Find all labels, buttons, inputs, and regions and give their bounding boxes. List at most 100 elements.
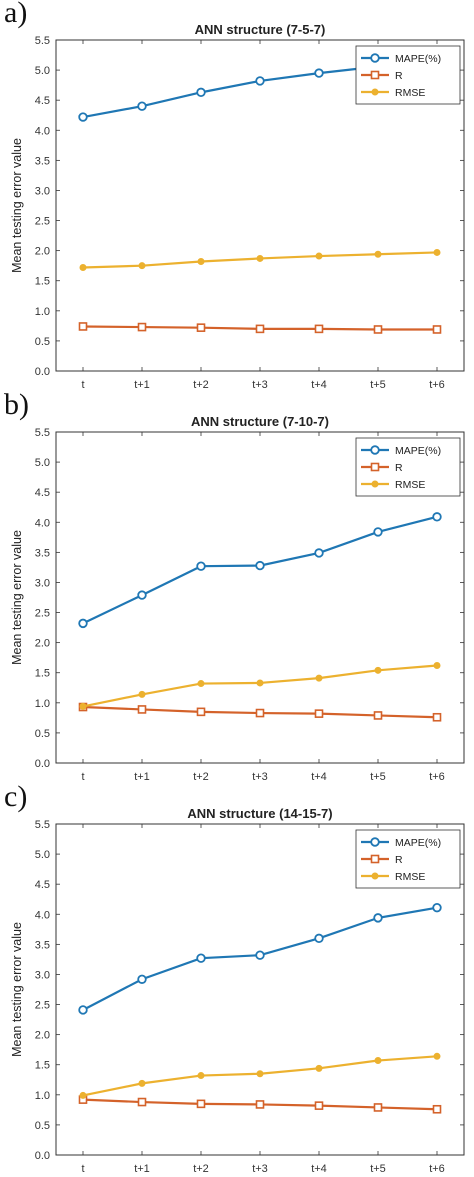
data-point xyxy=(315,674,323,682)
data-point xyxy=(79,702,87,710)
y-tick-label: 2.0 xyxy=(35,638,50,650)
line-chart: 0.0 0.5 1.0 1.5 2.0 2.5 3.0 3.5 4.0 4.5 5.0 5.5 t t+1… xyxy=(10,414,465,783)
y-axis-label: Mean testing error value xyxy=(10,138,24,273)
data-point xyxy=(433,248,441,256)
y-tick-label: 2.0 xyxy=(35,246,50,258)
line-chart: 0.0 0.5 1.0 1.5 2.0 2.5 3.0 3.5 4.0 4.5 5.0 5.5 t t+1… xyxy=(10,22,465,391)
data-point xyxy=(78,1005,88,1015)
x-tick-label: t+5 xyxy=(370,1163,386,1175)
data-point xyxy=(137,974,147,984)
data-point xyxy=(374,666,382,674)
chart-title: ANN structure (7-5-7) xyxy=(195,22,326,37)
panel-label: a) xyxy=(4,0,28,29)
data-point xyxy=(255,708,265,718)
y-tick-label: 1.0 xyxy=(35,306,50,318)
y-tick-label: 1.5 xyxy=(35,276,50,288)
x-tick-label: t+6 xyxy=(429,1163,445,1175)
y-tick-label: 3.5 xyxy=(35,547,50,559)
data-point xyxy=(78,618,88,629)
panel-b: b) 0.0 0.5 1.0 1.5 2.0 2.5 3.0 3.5 4.0 4.5 5.0 5.5 t… xyxy=(0,388,474,784)
x-tick-label: t+3 xyxy=(252,1163,268,1175)
data-point xyxy=(137,705,147,714)
data-point xyxy=(197,257,205,265)
data-point xyxy=(197,1072,205,1080)
data-point xyxy=(137,1097,147,1107)
legend-marker xyxy=(370,53,380,63)
x-tick-label: t+4 xyxy=(311,771,327,783)
data-point xyxy=(314,709,324,718)
x-tick-label: t xyxy=(81,771,84,783)
y-tick-label: 4.0 xyxy=(35,125,50,137)
plot-frame xyxy=(55,39,465,372)
y-tick-label: 3.0 xyxy=(35,577,50,589)
data-point xyxy=(432,1104,442,1114)
data-point xyxy=(314,324,324,334)
data-point xyxy=(137,101,147,111)
data-point xyxy=(78,322,88,331)
y-tick-label: 3.0 xyxy=(35,969,50,981)
data-point xyxy=(138,262,146,270)
data-point xyxy=(256,679,264,687)
data-point xyxy=(373,1103,383,1112)
y-tick-label: 5.5 xyxy=(35,427,50,439)
data-point xyxy=(196,87,206,98)
y-tick-label: 5.0 xyxy=(35,457,50,469)
y-tick-label: 0.5 xyxy=(35,728,50,740)
data-point xyxy=(373,913,383,923)
x-tick-label: t+2 xyxy=(193,379,209,391)
x-tick-label: t xyxy=(81,379,84,391)
legend-label: RMSE xyxy=(395,87,425,99)
data-point xyxy=(138,1079,146,1087)
x-tick-label: t+1 xyxy=(134,1163,150,1175)
y-tick-label: 5.5 xyxy=(35,819,50,831)
data-point xyxy=(432,712,442,722)
x-tick-label: t+3 xyxy=(252,771,268,783)
y-tick-label: 4.5 xyxy=(35,879,50,891)
y-tick-label: 3.5 xyxy=(35,155,50,167)
data-point xyxy=(433,662,441,670)
y-tick-label: 2.5 xyxy=(35,1000,50,1012)
legend-marker xyxy=(370,854,380,864)
data-point xyxy=(314,933,324,944)
y-tick-label: 4.0 xyxy=(35,517,50,529)
y-tick-label: 4.0 xyxy=(35,909,50,921)
data-point xyxy=(315,252,323,260)
data-point xyxy=(432,902,442,913)
y-axis-label: Mean testing error value xyxy=(10,530,24,665)
y-tick-label: 3.5 xyxy=(35,939,50,951)
data-point xyxy=(314,548,324,558)
data-point xyxy=(255,950,265,960)
x-tick-label: t xyxy=(81,1163,84,1175)
y-tick-label: 0.0 xyxy=(35,366,50,378)
chart-title: ANN structure (14-15-7) xyxy=(187,806,332,821)
data-point xyxy=(196,953,206,963)
data-point xyxy=(196,323,206,332)
data-point xyxy=(374,1057,382,1065)
y-tick-label: 5.0 xyxy=(35,849,50,861)
x-tick-label: t+5 xyxy=(370,771,386,783)
legend-marker xyxy=(370,445,380,455)
panel-label: b) xyxy=(4,388,29,421)
data-point xyxy=(255,1100,265,1109)
x-tick-label: t+1 xyxy=(134,379,150,391)
data-point xyxy=(432,512,442,522)
data-point xyxy=(373,325,383,334)
data-point xyxy=(374,250,382,258)
x-tick-label: t+6 xyxy=(429,379,445,391)
data-point xyxy=(314,68,324,78)
panel-a: a) 0.0 0.5 1.0 1.5 2.0 2.5 3.0 3.5 4.0 4.5 5.0 5.5 t… xyxy=(0,0,474,392)
y-tick-label: 2.5 xyxy=(35,216,50,228)
data-point xyxy=(373,527,383,537)
data-point xyxy=(255,560,265,571)
y-tick-label: 4.5 xyxy=(35,487,50,499)
x-tick-label: t+4 xyxy=(311,379,327,391)
x-tick-label: t+3 xyxy=(252,379,268,391)
y-tick-label: 2.5 xyxy=(35,608,50,620)
data-point xyxy=(79,1091,87,1099)
data-point xyxy=(255,324,265,334)
y-tick-label: 1.0 xyxy=(35,1090,50,1102)
data-point xyxy=(373,711,383,720)
x-tick-label: t+5 xyxy=(370,379,386,391)
data-point xyxy=(78,112,88,122)
data-point xyxy=(315,1064,323,1072)
